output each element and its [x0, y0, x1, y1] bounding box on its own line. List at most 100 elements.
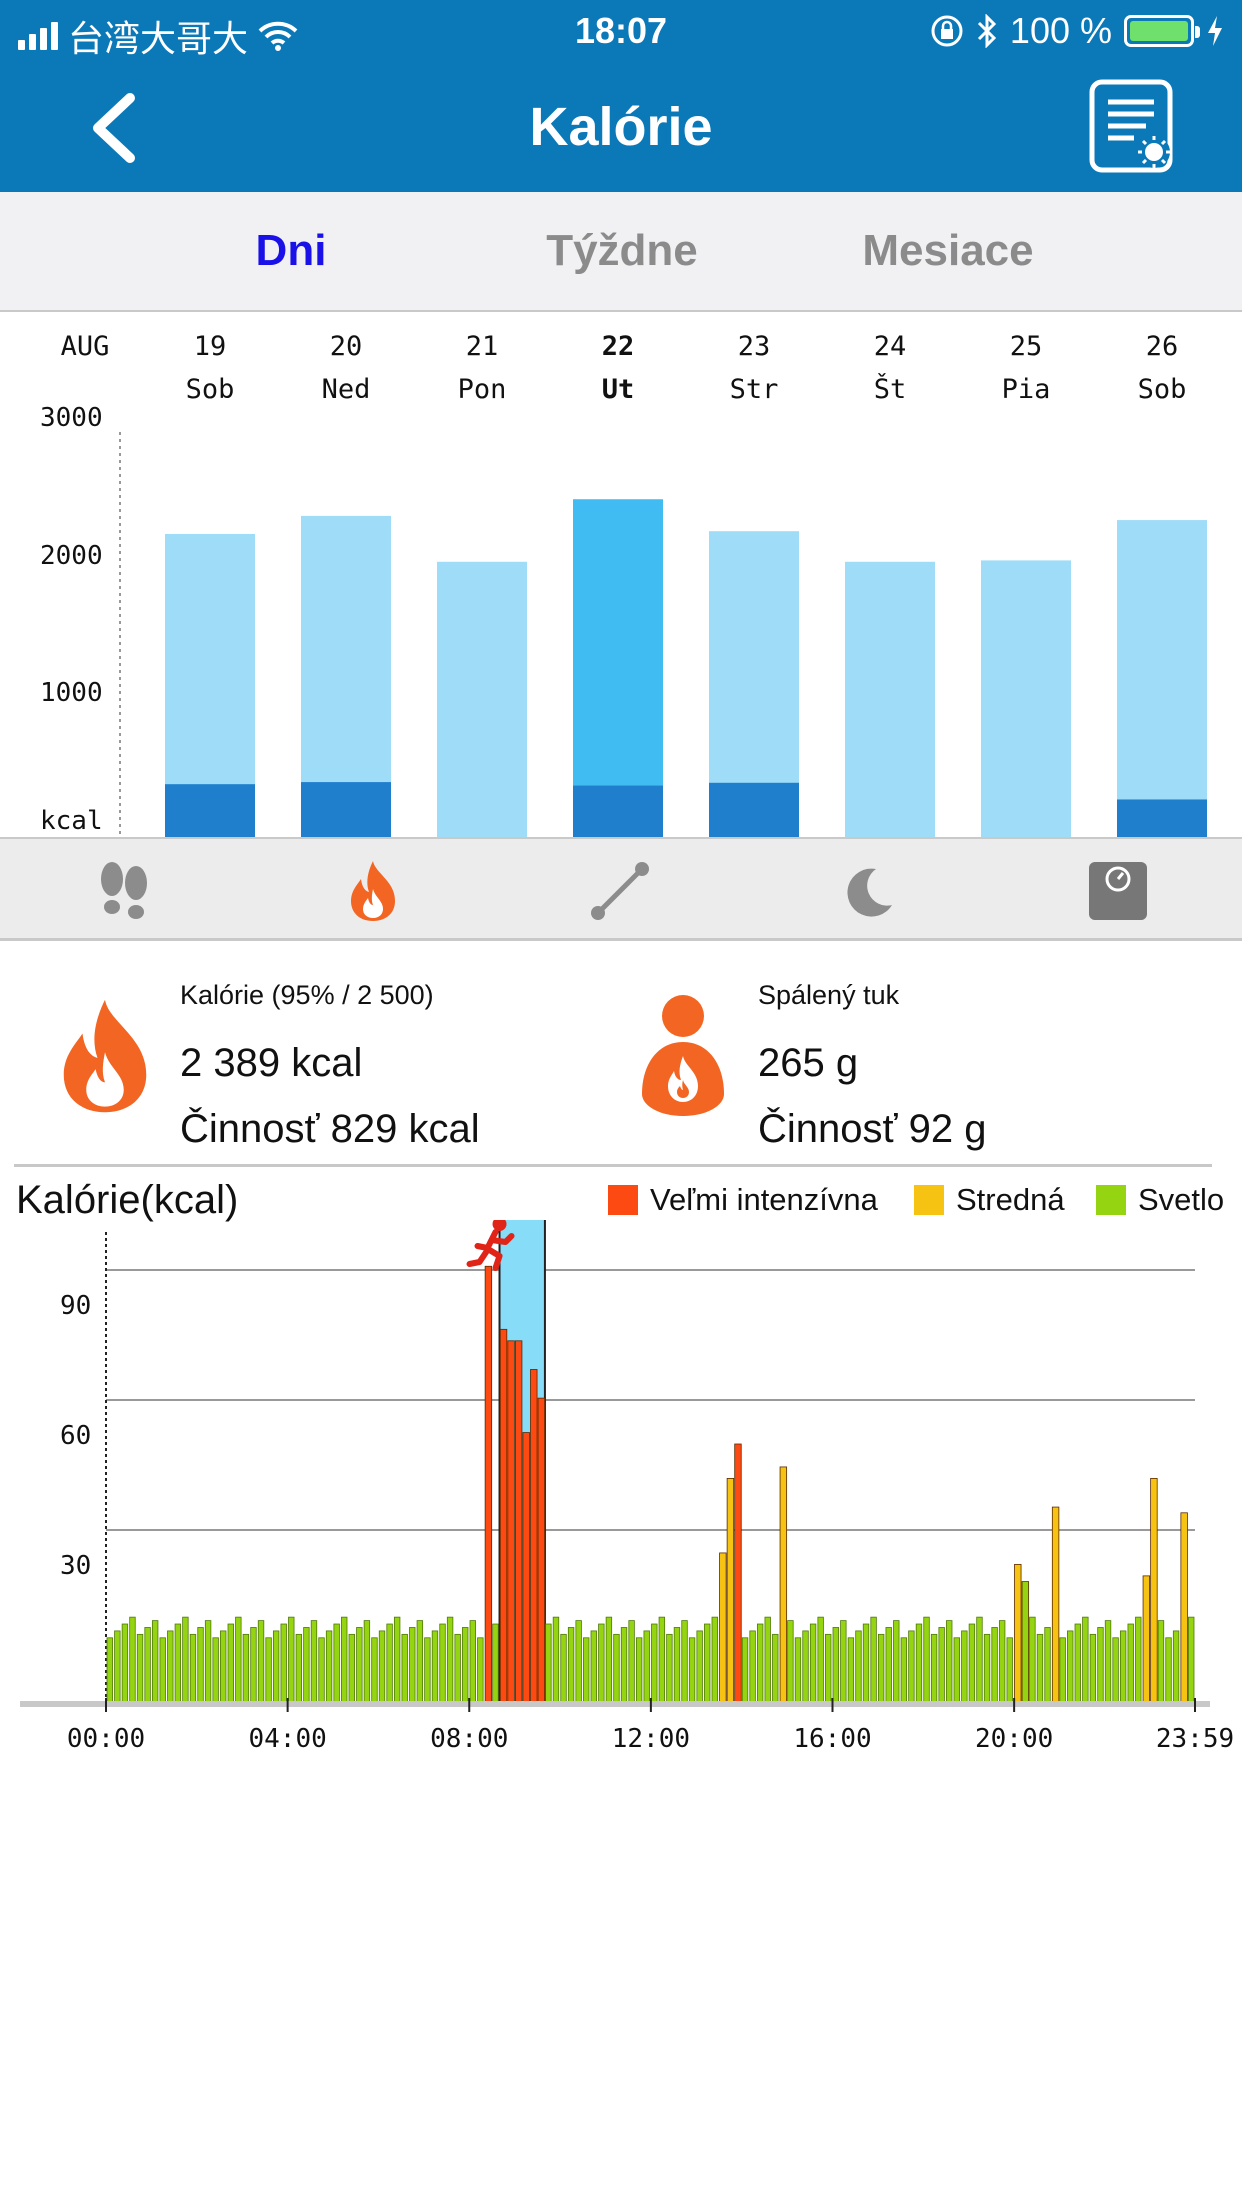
calories-metric-button[interactable]: [333, 853, 413, 929]
activity-bar: [658, 1616, 666, 1703]
day-number[interactable]: 22: [602, 331, 635, 362]
day-number[interactable]: 20: [330, 331, 363, 362]
x-tick-label: 12:00: [612, 1724, 690, 1754]
distance-icon: [591, 862, 649, 920]
activity-bar: [552, 1616, 560, 1703]
y-unit-label: kcal: [40, 806, 103, 836]
activity-calories-bar[interactable]: [301, 782, 391, 837]
activity-bar: [832, 1627, 839, 1703]
activity-bar: [1006, 1637, 1013, 1703]
activity-calories-bar[interactable]: [1117, 799, 1207, 837]
activity-bar: [189, 1633, 197, 1703]
activity-bar: [1104, 1620, 1112, 1703]
x-tick-label: 20:00: [975, 1724, 1053, 1754]
tab-months[interactable]: Mesiace: [862, 226, 1034, 275]
flame-icon: [63, 999, 147, 1113]
status-bar: 台湾大哥大 18:07 100 %: [0, 0, 1242, 64]
tab-weeks[interactable]: Týždne: [546, 226, 698, 275]
back-chevron-icon[interactable]: [84, 90, 144, 166]
total-calories-bar[interactable]: [981, 560, 1071, 837]
fat-value: 265 g: [758, 1041, 859, 1085]
day-name[interactable]: Str: [730, 374, 779, 405]
activity-bar: [961, 1630, 968, 1703]
total-calories-bar[interactable]: [437, 561, 527, 837]
activity-bar: [953, 1637, 960, 1703]
day-number[interactable]: 25: [1010, 331, 1043, 362]
period-tabs: Dni Týždne Mesiace: [0, 192, 1242, 312]
day-name[interactable]: Ut: [602, 374, 635, 405]
legend-swatch: [608, 1185, 638, 1215]
signal-icon: [18, 22, 58, 50]
steps-metric-button[interactable]: [84, 853, 164, 929]
app-header: 台湾大哥大 18:07 100 %: [0, 0, 1242, 192]
total-calories-bar[interactable]: [845, 561, 935, 837]
day-name[interactable]: Sob: [1138, 374, 1187, 405]
activity-bar: [348, 1633, 355, 1703]
activity-bar: [688, 1637, 696, 1703]
activity-bar: [144, 1627, 151, 1703]
legend-swatch: [1096, 1185, 1126, 1215]
tab-days[interactable]: Dni: [255, 226, 327, 275]
activity-bar: [991, 1627, 998, 1703]
total-calories-bar[interactable]: [573, 499, 663, 837]
flame-icon: [351, 861, 395, 921]
day-name[interactable]: Sob: [186, 374, 235, 405]
activity-bar: [923, 1616, 930, 1703]
activity-bar: [583, 1637, 590, 1703]
activity-bar: [968, 1623, 976, 1703]
scale-icon: [1089, 862, 1147, 920]
activity-bar: [590, 1630, 597, 1703]
activity-bar: [477, 1637, 484, 1703]
day-name[interactable]: Pia: [1002, 374, 1051, 405]
activity-bar: [1180, 1512, 1188, 1703]
activity-bar: [295, 1633, 303, 1703]
activity-bar: [893, 1620, 900, 1703]
activity-bar: [802, 1630, 809, 1703]
report-settings-icon[interactable]: [1088, 78, 1180, 176]
activity-bar: [121, 1623, 129, 1703]
day-number[interactable]: 26: [1146, 331, 1179, 362]
calories-label: Kalórie (95% / 2 500): [180, 980, 434, 1010]
activity-bar: [514, 1340, 523, 1703]
activity-bar: [1165, 1637, 1172, 1703]
total-calories-bar[interactable]: [1117, 520, 1207, 837]
activity-bar: [741, 1637, 749, 1703]
activity-calories-bar[interactable]: [165, 784, 255, 837]
activity-bar: [499, 1328, 508, 1703]
weight-metric-button[interactable]: [1078, 853, 1158, 929]
daily-calories-chart: 90 60 30 00:00 04:00 08:00 12:00 16:00 20:00 2…: [20, 1220, 1234, 1754]
activity-bar: [900, 1637, 908, 1703]
activity-calories-bar[interactable]: [573, 785, 663, 837]
activity-bar: [938, 1627, 945, 1703]
day-name[interactable]: Pon: [458, 374, 507, 405]
activity-bar: [1021, 1581, 1030, 1703]
activity-bar: [235, 1616, 242, 1703]
day-name[interactable]: Št: [874, 373, 907, 405]
moon-icon: [847, 868, 892, 917]
activity-bar: [620, 1627, 628, 1703]
legend-light: Svetlo: [1096, 1182, 1224, 1218]
day-name[interactable]: Ned: [322, 374, 371, 405]
x-tick-label: 16:00: [793, 1724, 871, 1754]
y-tick-90: 90: [60, 1291, 91, 1321]
fat-activity: Činnosť 92 g: [758, 1107, 987, 1151]
legend-moderate: Stredná: [914, 1182, 1065, 1218]
distance-metric-button[interactable]: [580, 853, 660, 929]
activity-bar: [809, 1623, 817, 1703]
day-number[interactable]: 24: [874, 331, 907, 362]
activity-bar: [356, 1627, 363, 1703]
activity-bar: [696, 1630, 703, 1703]
legend-label: Veľmi intenzívna: [650, 1182, 878, 1217]
activity-bar: [983, 1633, 991, 1703]
activity-bar: [1089, 1633, 1097, 1703]
activity-bar: [704, 1623, 711, 1703]
day-number[interactable]: 23: [738, 331, 771, 362]
running-icon: [466, 1220, 515, 1271]
day-number[interactable]: 21: [466, 331, 499, 362]
sleep-metric-button[interactable]: [828, 853, 908, 929]
activity-calories-bar[interactable]: [709, 782, 799, 837]
activity-bar: [1127, 1623, 1134, 1703]
day-number[interactable]: 19: [194, 331, 227, 362]
daily-chart-title: Kalórie(kcal): [16, 1178, 239, 1222]
activity-bar: [666, 1633, 673, 1703]
